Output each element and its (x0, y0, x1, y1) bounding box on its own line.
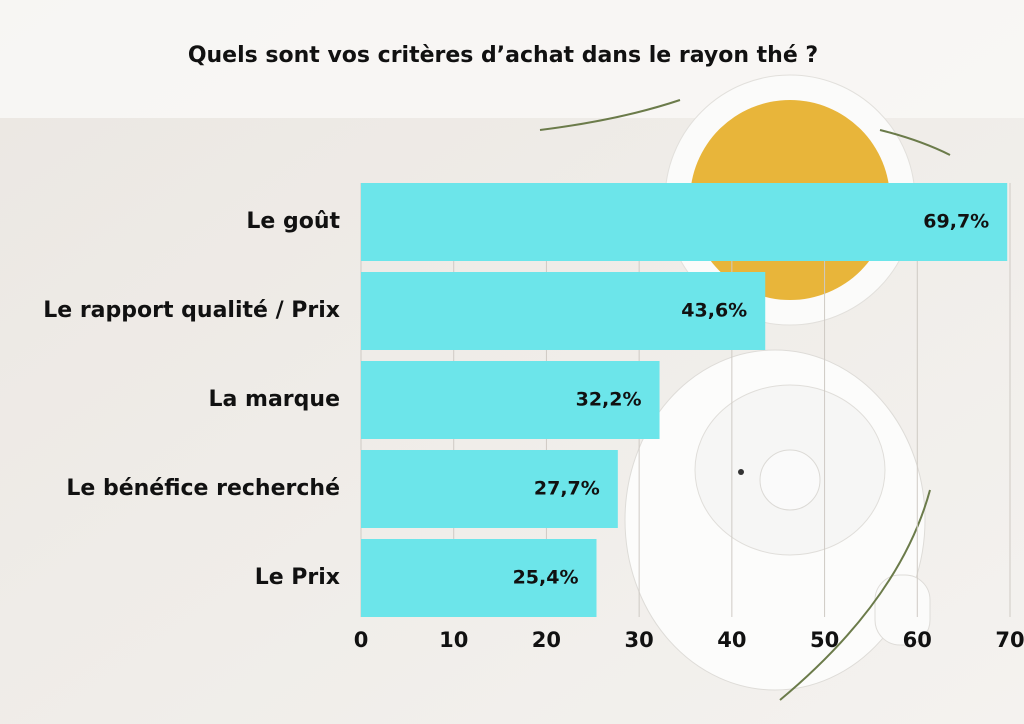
bars (361, 183, 1008, 617)
bar (361, 361, 660, 439)
x-tick-label: 10 (439, 628, 468, 652)
y-tick-label: La marque (209, 387, 340, 412)
x-tick-label: 40 (717, 628, 746, 652)
value-label: 32,2% (576, 389, 642, 411)
x-tick-label: 20 (532, 628, 561, 652)
y-tick-label: Le Prix (255, 565, 340, 590)
chart-title: Quels sont vos critères d’achat dans le … (188, 43, 818, 68)
x-tick-label: 0 (354, 628, 369, 652)
x-tick-label: 60 (903, 628, 932, 652)
value-label: 43,6% (681, 300, 747, 322)
bar (361, 539, 597, 617)
bar (361, 183, 1008, 261)
value-label: 27,7% (534, 478, 600, 500)
x-tick-label: 70 (995, 628, 1024, 652)
y-tick-label: Le rapport qualité / Prix (43, 298, 340, 323)
value-label: 25,4% (513, 567, 579, 589)
value-label: 69,7% (923, 211, 989, 233)
y-tick-label: Le bénéfice recherché (66, 476, 340, 501)
bar (361, 450, 618, 528)
x-tick-label: 50 (810, 628, 839, 652)
y-tick-label: Le goût (246, 209, 340, 234)
x-tick-label: 30 (625, 628, 654, 652)
bar (361, 272, 766, 350)
